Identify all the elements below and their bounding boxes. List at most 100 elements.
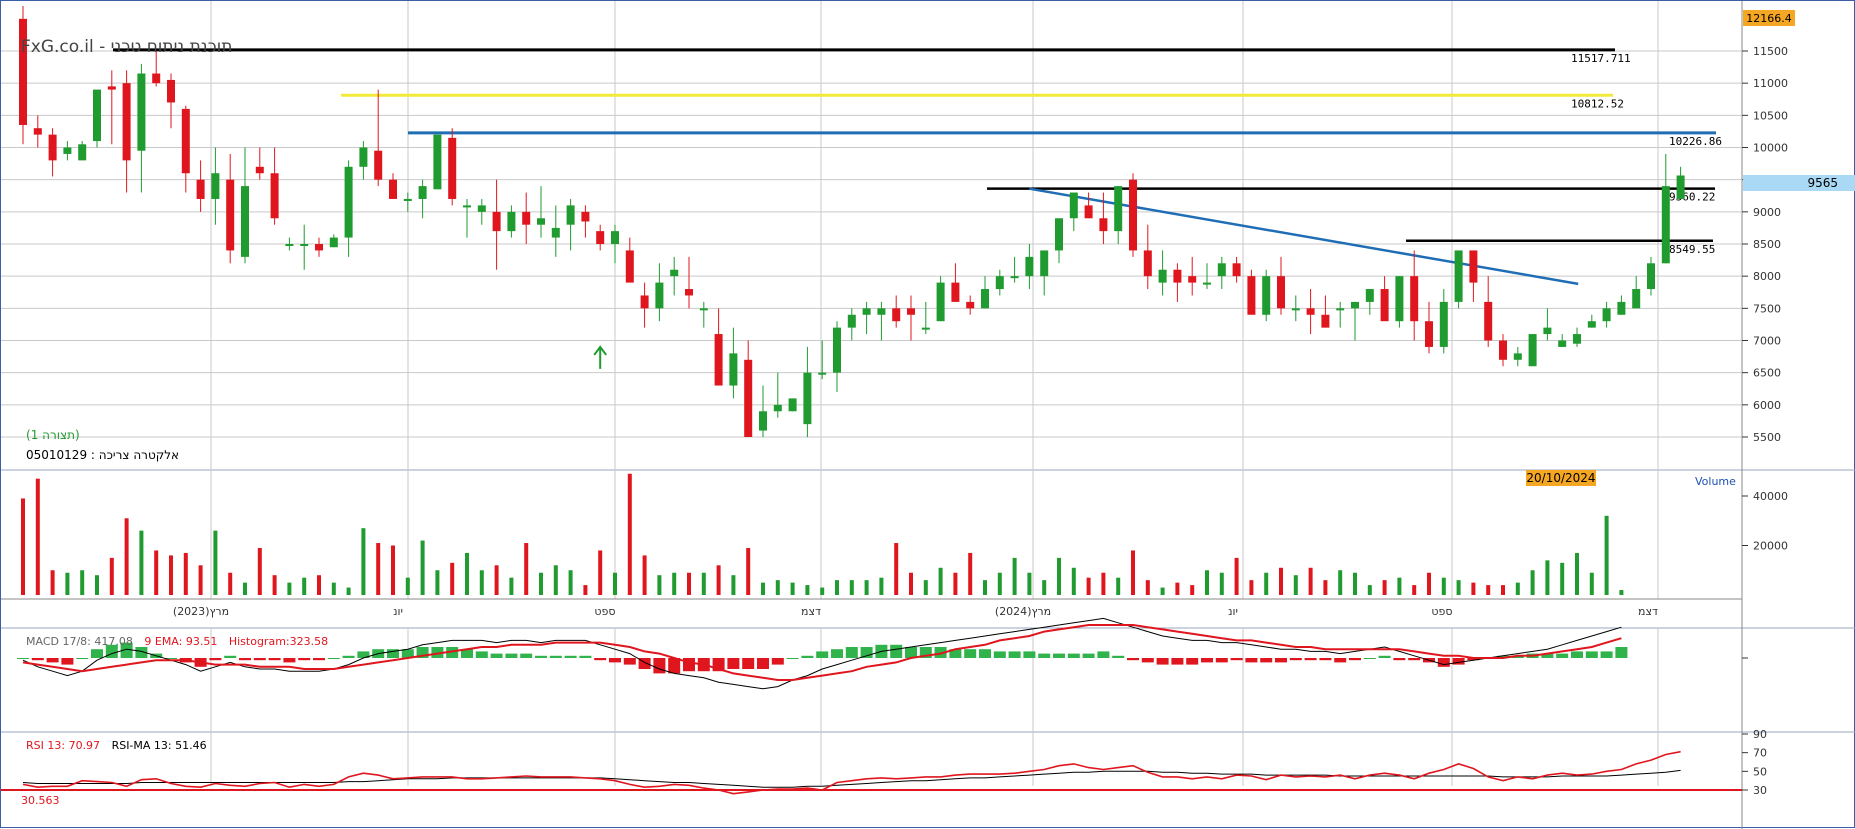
- volume-bar: [109, 557, 114, 595]
- macd-line: [22, 617, 1622, 690]
- macd-histogram-bar: [979, 649, 991, 658]
- macd-histogram-bar: [1615, 647, 1628, 658]
- volume-bar: [879, 577, 884, 595]
- candle-body: [1513, 353, 1522, 360]
- macd-histogram-bar: [416, 647, 429, 658]
- macd-histogram-bar: [1067, 653, 1080, 658]
- volume-bar: [331, 582, 336, 595]
- y-tick-label: 6000: [1753, 399, 1781, 412]
- candle-body: [1055, 218, 1063, 251]
- volume-bar: [1145, 580, 1150, 595]
- x-tick-label: מרץ(2024): [995, 605, 1051, 618]
- macd-legend: MACD 17/8: 417.08 9 EMA: 93.51 Histogram…: [26, 635, 328, 648]
- macd-histogram-bar: [357, 651, 370, 658]
- rsi-line: [22, 750, 1681, 795]
- volume-bar: [50, 570, 55, 595]
- candle-body: [1025, 256, 1034, 277]
- macd-histogram-bar: [505, 653, 518, 658]
- macd-histogram-bar: [801, 655, 814, 658]
- volume-bar: [302, 577, 307, 595]
- macd-histogram-bar: [268, 658, 281, 661]
- price-level-label: 9360.22: [1669, 191, 1715, 204]
- macd-histogram-bar: [283, 658, 296, 663]
- macd-histogram-bar: [1260, 658, 1273, 663]
- volume-bar: [583, 585, 588, 595]
- candle-body: [1676, 175, 1685, 199]
- candle-body: [566, 205, 575, 225]
- candle-body: [1425, 321, 1433, 347]
- volume-bar: [1412, 585, 1417, 595]
- volume-bar: [376, 543, 381, 595]
- candle-body: [374, 150, 383, 180]
- candle-body: [862, 308, 871, 315]
- trendline: [1029, 187, 1579, 286]
- macd-histogram-bar: [1349, 658, 1361, 661]
- volume-bar: [568, 570, 573, 595]
- volume-bar: [1219, 572, 1224, 595]
- candle-body: [241, 186, 249, 257]
- candle-body: [670, 269, 679, 277]
- volume-bar: [642, 555, 647, 595]
- x-tick-label: מרץ(2023): [173, 605, 229, 618]
- candle-body: [1099, 218, 1108, 232]
- volume-bar: [1101, 572, 1106, 595]
- candle-body: [1321, 314, 1330, 328]
- volume-bar: [1279, 567, 1283, 595]
- candle-body: [1232, 263, 1241, 277]
- volume-bar: [775, 580, 780, 595]
- macd-histogram-bar: [135, 647, 148, 658]
- macd-histogram-bar: [1585, 651, 1598, 658]
- volume-bar: [1012, 557, 1017, 595]
- macd-histogram-bar: [1408, 658, 1421, 661]
- candle-body: [1469, 250, 1478, 283]
- volume-bar: [287, 582, 292, 595]
- candle-body: [403, 198, 412, 201]
- y-tick-label: 8500: [1753, 238, 1781, 251]
- macd-histogram-bar: [623, 658, 636, 665]
- date-badge: 20/10/2024: [1526, 471, 1595, 485]
- candle-body: [1143, 250, 1152, 277]
- volume-bar: [805, 585, 810, 595]
- volume-bar: [687, 572, 691, 595]
- candle-body: [1484, 301, 1493, 341]
- candle-body: [1277, 276, 1285, 309]
- volume-bar: [701, 572, 706, 595]
- macd-histogram-bar: [535, 655, 547, 658]
- macd-histogram-bar: [1245, 658, 1258, 663]
- macd-histogram-bar: [1497, 655, 1509, 658]
- volume-bar: [864, 580, 869, 595]
- volume-bar: [169, 555, 173, 595]
- volume-bar: [391, 545, 395, 595]
- volume-label: Volume: [1695, 475, 1736, 488]
- volume-bar: [790, 582, 795, 595]
- candle-body: [951, 282, 960, 302]
- candle-body: [1040, 250, 1049, 277]
- volume-bar: [1205, 570, 1209, 595]
- macd-histogram-bar: [342, 655, 355, 658]
- candle-body: [1351, 301, 1359, 309]
- macd-histogram-bar: [1289, 658, 1302, 661]
- x-tick-label: ספט: [594, 605, 615, 618]
- candle-body: [1217, 263, 1226, 277]
- volume-bar: [317, 575, 321, 595]
- volume-bar: [657, 575, 662, 595]
- y-tick-label: 9000: [1753, 206, 1781, 219]
- volume-bar: [1441, 577, 1446, 595]
- price-level-label: 11517.711: [1571, 52, 1631, 65]
- candle-body: [981, 289, 989, 309]
- volume-bar: [450, 562, 455, 595]
- candle-body: [537, 218, 545, 225]
- candle-body: [389, 179, 397, 199]
- macd-histogram-bar: [239, 658, 251, 661]
- rsi-tick-label: 50: [1753, 765, 1767, 778]
- x-tick-label: יונ: [1228, 605, 1238, 618]
- volume-bar: [95, 575, 99, 595]
- volume-bar: [953, 572, 958, 595]
- macd-histogram-bar: [919, 647, 932, 658]
- volume-bar: [139, 530, 144, 595]
- volume-bar: [1397, 577, 1402, 595]
- candle-body: [63, 147, 72, 154]
- volume-bar: [479, 570, 484, 595]
